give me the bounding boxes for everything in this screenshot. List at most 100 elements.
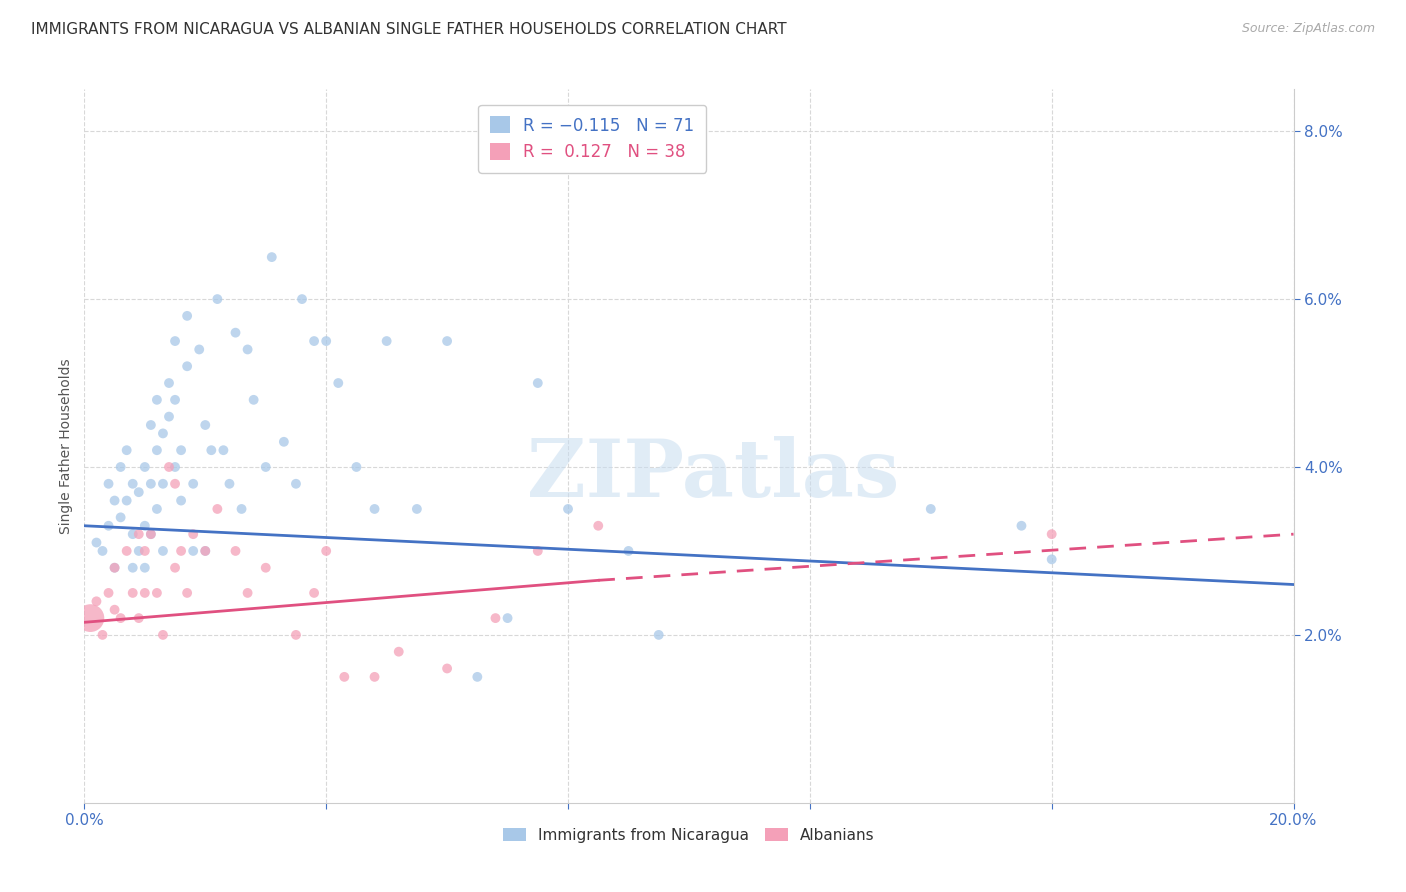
Point — [315, 334, 337, 348]
Point — [170, 544, 193, 558]
Point — [194, 417, 217, 432]
Point — [1040, 552, 1063, 566]
Point — [260, 250, 283, 264]
Point — [207, 292, 229, 306]
Point — [1040, 527, 1063, 541]
Point — [285, 628, 308, 642]
Point — [436, 661, 458, 675]
Point — [273, 434, 295, 449]
Point — [165, 560, 187, 574]
Text: IMMIGRANTS FROM NICARAGUA VS ALBANIAN SINGLE FATHER HOUSEHOLDS CORRELATION CHART: IMMIGRANTS FROM NICARAGUA VS ALBANIAN SI… — [31, 22, 786, 37]
Point — [134, 544, 156, 558]
Point — [139, 476, 162, 491]
Point — [104, 560, 127, 574]
Point — [194, 544, 217, 558]
Point — [617, 544, 640, 558]
Point — [157, 460, 180, 475]
Point — [128, 485, 150, 500]
Point — [128, 611, 150, 625]
Point — [375, 334, 398, 348]
Point — [527, 376, 550, 390]
Point — [134, 518, 156, 533]
Text: ZIPatlas: ZIPatlas — [527, 435, 900, 514]
Point — [139, 527, 162, 541]
Point — [212, 443, 235, 458]
Point — [86, 594, 108, 608]
Point — [165, 392, 187, 407]
Point — [121, 586, 143, 600]
Point — [110, 510, 132, 524]
Point — [176, 359, 198, 374]
Point — [200, 443, 222, 458]
Point — [346, 460, 368, 475]
Point — [333, 670, 356, 684]
Point — [484, 611, 506, 625]
Point — [225, 326, 247, 340]
Legend: Immigrants from Nicaragua, Albanians: Immigrants from Nicaragua, Albanians — [498, 822, 880, 848]
Point — [139, 417, 162, 432]
Point — [291, 292, 314, 306]
Point — [152, 628, 174, 642]
Point — [328, 376, 350, 390]
Point — [648, 628, 671, 642]
Point — [254, 560, 277, 574]
Point — [152, 544, 174, 558]
Point — [436, 334, 458, 348]
Point — [181, 476, 204, 491]
Point — [527, 544, 550, 558]
Point — [176, 586, 198, 600]
Point — [588, 518, 610, 533]
Point — [134, 560, 156, 574]
Point — [157, 409, 180, 424]
Point — [231, 502, 253, 516]
Point — [115, 443, 138, 458]
Point — [236, 343, 259, 357]
Point — [128, 544, 150, 558]
Point — [121, 476, 143, 491]
Point — [188, 343, 211, 357]
Point — [388, 645, 411, 659]
Point — [121, 560, 143, 574]
Point — [146, 443, 169, 458]
Point — [79, 611, 101, 625]
Point — [236, 586, 259, 600]
Point — [139, 527, 162, 541]
Point — [181, 527, 204, 541]
Point — [104, 560, 127, 574]
Point — [91, 544, 114, 558]
Point — [170, 443, 193, 458]
Point — [285, 476, 308, 491]
Point — [165, 460, 187, 475]
Point — [134, 460, 156, 475]
Point — [165, 476, 187, 491]
Point — [115, 493, 138, 508]
Point — [467, 670, 489, 684]
Point — [86, 535, 108, 549]
Point — [104, 493, 127, 508]
Point — [146, 502, 169, 516]
Point — [97, 476, 120, 491]
Point — [406, 502, 429, 516]
Point — [315, 544, 337, 558]
Point — [97, 518, 120, 533]
Point — [121, 527, 143, 541]
Point — [242, 392, 264, 407]
Point — [225, 544, 247, 558]
Point — [104, 603, 127, 617]
Point — [920, 502, 942, 516]
Point — [110, 611, 132, 625]
Point — [110, 460, 132, 475]
Point — [97, 586, 120, 600]
Point — [302, 334, 325, 348]
Point — [146, 392, 169, 407]
Point — [496, 611, 519, 625]
Point — [1011, 518, 1033, 533]
Point — [207, 502, 229, 516]
Point — [146, 586, 169, 600]
Point — [91, 628, 114, 642]
Point — [152, 476, 174, 491]
Point — [152, 426, 174, 441]
Point — [165, 334, 187, 348]
Point — [254, 460, 277, 475]
Point — [157, 376, 180, 390]
